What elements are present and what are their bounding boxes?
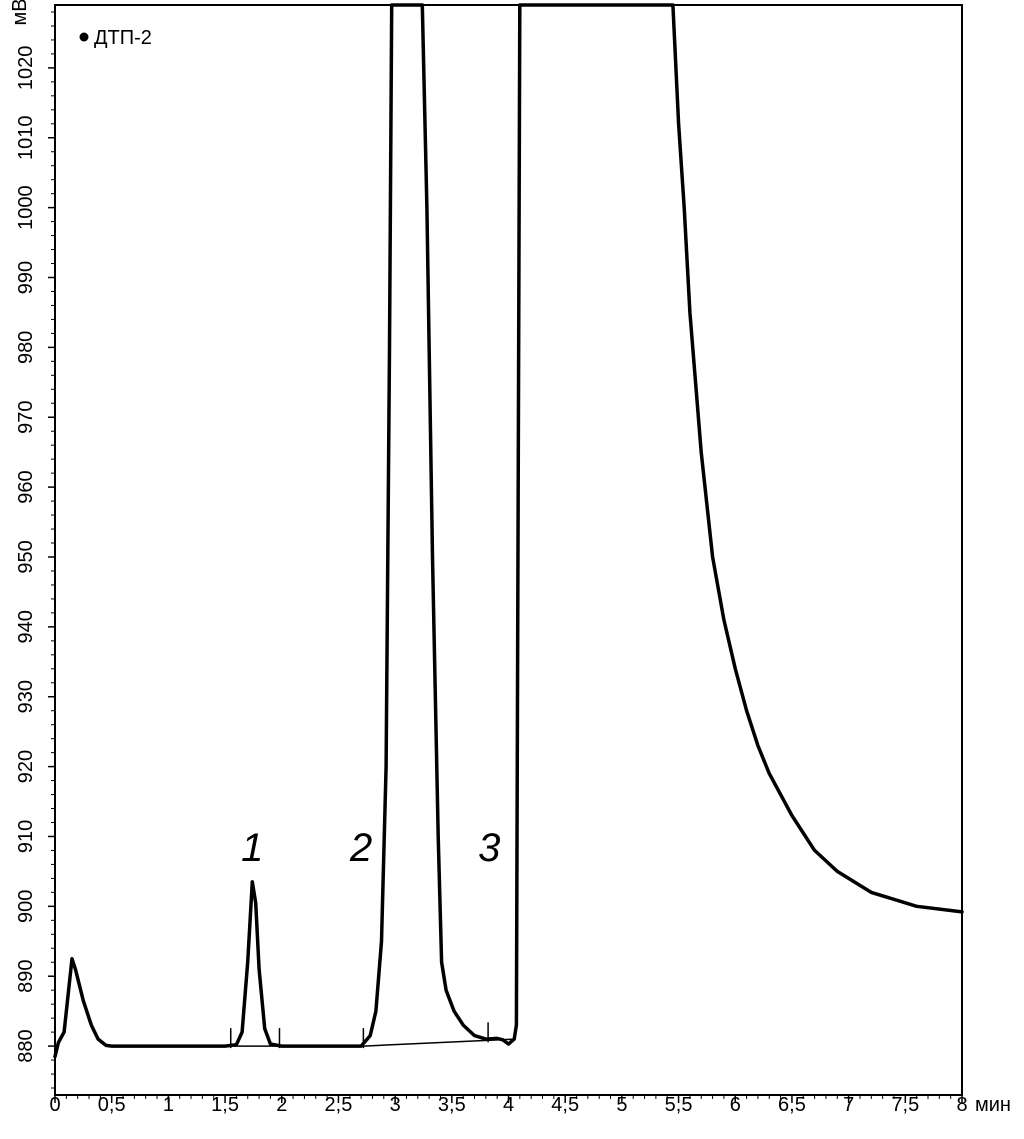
y-tick-label-13: 1010	[15, 116, 37, 161]
y-tick-label-12: 1000	[15, 185, 37, 230]
y-tick-label-14: 1020	[15, 46, 37, 91]
x-tick-label-10: 5	[616, 1094, 627, 1116]
y-tick-label-7: 950	[15, 540, 37, 573]
x-tick-label-9: 4,5	[551, 1094, 579, 1116]
peak-label-2: 3	[478, 826, 500, 870]
x-tick-label-11: 5,5	[665, 1094, 693, 1116]
x-tick-label-6: 3	[390, 1094, 401, 1116]
x-axis: 0 0,5 1 1,5 2 2,5 3 3,5 4 4,5 5 5,5 6 6,5 7 7,5 8	[49, 1094, 967, 1116]
y-tick-label-3: 910	[15, 820, 37, 853]
y-tick-label-8: 960	[15, 470, 37, 503]
x-tick-label-12: 6	[730, 1094, 741, 1116]
x-tick-label-2: 1	[163, 1094, 174, 1116]
x-tick-label-1: 0,5	[98, 1094, 126, 1116]
y-tick-label-1: 890	[15, 960, 37, 993]
x-tick-label-16: 8	[956, 1094, 967, 1116]
x-tick-label-14: 7	[843, 1094, 854, 1116]
x-tick-label-4: 2	[276, 1094, 287, 1116]
y-tick-label-5: 930	[15, 680, 37, 713]
y-tick-label-11: 990	[15, 261, 37, 294]
legend-entry-label: ДТП-2	[94, 27, 152, 49]
x-tick-label-15: 7,5	[891, 1094, 919, 1116]
y-tick-label-4: 920	[15, 750, 37, 783]
x-tick-label-8: 4	[503, 1094, 514, 1116]
y-tick-label-9: 970	[15, 401, 37, 434]
y-tick-label-10: 980	[15, 331, 37, 364]
y-tick-label-2: 900	[15, 890, 37, 923]
series-line-0	[53, 3, 964, 1059]
peak-label-1: 2	[349, 826, 372, 870]
series-lines	[53, 3, 964, 1059]
y-axis: 880 890 900 910 920 930 940 950 960 970 980 990 1000…	[15, 11, 55, 1089]
peak-annotations: 1 2 3	[241, 826, 500, 870]
y-tick-label-6: 940	[15, 610, 37, 643]
y-axis-unit-label: мВ	[9, 0, 31, 26]
plot-frame	[54, 4, 963, 1096]
y-tick-label-0: 880	[15, 1029, 37, 1062]
x-tick-label-3: 1,5	[211, 1094, 239, 1116]
x-tick-label-5: 2,5	[325, 1094, 353, 1116]
legend-marker-dot	[79, 32, 89, 42]
x-tick-label-13: 6,5	[778, 1094, 806, 1116]
x-tick-label-0: 0	[49, 1094, 60, 1116]
x-tick-label-7: 3,5	[438, 1094, 466, 1116]
x-axis-unit-label: мин	[975, 1094, 1011, 1116]
peak-label-0: 1	[241, 826, 263, 870]
legend: ДТП-2	[79, 27, 152, 49]
